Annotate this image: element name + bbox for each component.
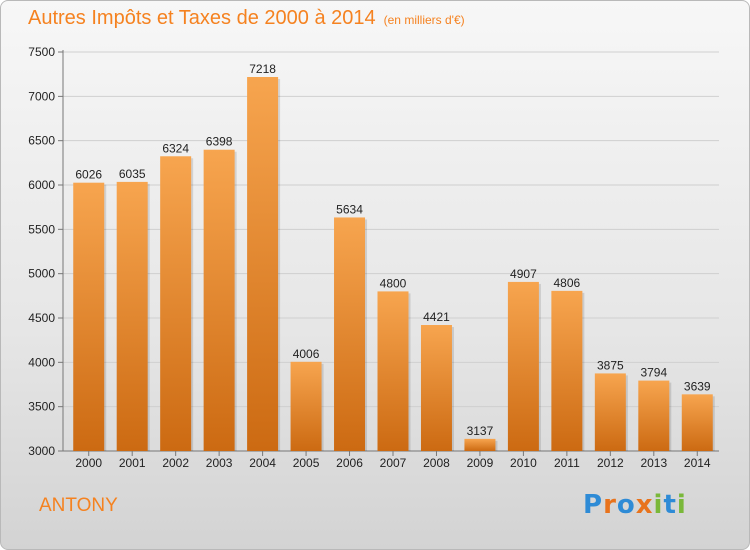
- bar-2012: [594, 373, 626, 451]
- title-row: Autres Impôts et Taxes de 2000 à 2014 (en…: [28, 7, 465, 30]
- x-tick-label: 2006: [336, 456, 363, 470]
- y-tick-label: 7000: [28, 89, 55, 103]
- logo-letter: i: [676, 490, 687, 520]
- y-tick-label: 5000: [28, 267, 55, 281]
- x-tick-label: 2000: [75, 456, 102, 470]
- x-tick-label: 2013: [640, 456, 667, 470]
- data-label: 3639: [684, 379, 711, 393]
- bar-2002: [160, 156, 192, 451]
- y-tick-label: 5500: [28, 222, 55, 236]
- y-tick-label: 4500: [28, 311, 55, 325]
- data-label: 4800: [380, 276, 407, 290]
- x-tick-label: 2011: [554, 456, 580, 470]
- x-tick-label: 2004: [249, 456, 276, 470]
- data-label: 3875: [597, 358, 624, 372]
- labels: 3000 3500 4000 4500 5000 5500 6000 6500 7000 7500…: [28, 45, 711, 470]
- x-tick-label: 2008: [423, 456, 450, 470]
- bar-2004: [247, 77, 279, 451]
- bars: [73, 77, 715, 451]
- logo-letter: o: [616, 490, 636, 520]
- data-label: 5634: [336, 202, 363, 216]
- y-tick-label: 3500: [28, 400, 55, 414]
- data-label: 4421: [423, 310, 450, 324]
- x-tick-label: 2003: [206, 456, 233, 470]
- data-label: 4907: [510, 267, 537, 281]
- logo-letter: x: [635, 490, 654, 520]
- y-tick-label: 6500: [28, 134, 55, 148]
- bar-2005: [290, 361, 322, 451]
- x-tick-label: 2010: [510, 456, 537, 470]
- chart-title: Autres Impôts et Taxes de 2000 à 2014: [28, 7, 376, 29]
- commune-label: ANTONY: [39, 495, 118, 516]
- data-label: 6324: [162, 141, 189, 155]
- logo-letter: i: [653, 490, 664, 520]
- bar-2007: [377, 291, 409, 451]
- y-tick-label: 6000: [28, 178, 55, 192]
- logo-letter: t: [663, 490, 677, 520]
- y-tick-label: 4000: [28, 355, 55, 369]
- data-label: 3137: [467, 424, 494, 438]
- data-label: 7218: [249, 62, 276, 76]
- data-label: 4806: [554, 276, 581, 290]
- x-tick-label: 2007: [380, 456, 407, 470]
- data-label: 3794: [640, 366, 667, 380]
- x-tick-label: 2009: [467, 456, 494, 470]
- y-tick-label: 3000: [28, 444, 55, 458]
- bar-2003: [203, 149, 235, 451]
- data-label: 6035: [119, 167, 146, 181]
- x-tick-label: 2002: [162, 456, 189, 470]
- bar-2008: [420, 325, 452, 451]
- data-label: 6026: [75, 168, 102, 182]
- x-tick-label: 2012: [597, 456, 624, 470]
- bar-2006: [334, 217, 366, 451]
- logo-letter: r: [603, 490, 617, 520]
- bar-2014: [681, 394, 713, 451]
- logo-letter: P: [583, 490, 604, 520]
- bar-2001: [116, 181, 148, 451]
- x-tick-label: 2014: [684, 456, 711, 470]
- bar-2009: [464, 438, 496, 451]
- x-tick-label: 2005: [293, 456, 320, 470]
- data-label: 6398: [206, 135, 233, 149]
- x-tick-label: 2001: [119, 456, 146, 470]
- chart-subtitle: (en milliers d'€): [383, 13, 465, 27]
- y-tick-label: 7500: [28, 45, 55, 59]
- data-label: 4006: [293, 347, 320, 361]
- bar-2010: [507, 281, 539, 451]
- bar-2011: [551, 290, 583, 451]
- bar-2013: [638, 380, 670, 451]
- proxiti-logo: Proxiti: [583, 490, 687, 520]
- bar-2000: [73, 182, 105, 451]
